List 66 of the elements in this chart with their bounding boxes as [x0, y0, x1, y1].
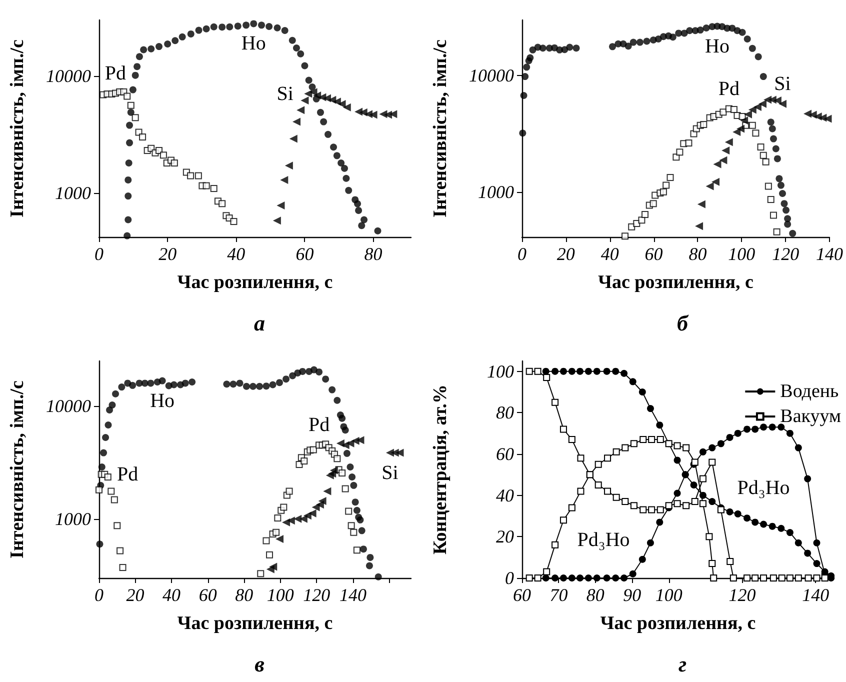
x-tick-label: 0: [94, 585, 104, 605]
series-label: Ho: [705, 35, 730, 58]
x-tick-label: 80: [235, 585, 254, 605]
y-tick-label: 100: [487, 361, 514, 382]
x-tick-label: 80: [586, 585, 604, 605]
x-tick-label: 70: [550, 585, 568, 605]
series-label: Ho: [150, 390, 175, 412]
y-tick-label: 1000: [478, 182, 514, 202]
y-tick-label: 80: [496, 402, 514, 423]
annotation: Pd₃Ho: [577, 529, 630, 551]
series-label: Si: [276, 82, 294, 105]
series-label: Pd: [104, 62, 126, 84]
x-tick-label: 140: [339, 585, 366, 605]
x-tick-label: 40: [227, 244, 246, 264]
y-tick-label: 20: [496, 526, 514, 547]
series-label: Pd: [718, 78, 740, 100]
y-tick-label: 10000: [469, 66, 514, 86]
text: г: [678, 652, 687, 676]
series-label: Ho: [241, 32, 266, 55]
x-tick-label: 100: [655, 585, 682, 605]
x-tick-label: 60: [644, 244, 663, 264]
series-label: Pd: [308, 414, 330, 436]
y-axis-title: Інтенсивність, імп./с: [430, 40, 451, 218]
x-tick-label: 120: [728, 585, 756, 605]
series-label: Pd: [117, 463, 138, 486]
series-label: Si: [382, 462, 399, 484]
y-tick-label: 1000: [55, 508, 91, 529]
x-tick-label: 0: [94, 244, 104, 264]
x-tick-label: 140: [802, 585, 830, 605]
y-tick-label: 60: [496, 444, 514, 464]
series-label: Si: [774, 72, 792, 95]
y-tick-label: 10000: [46, 396, 91, 416]
x-tick-label: 40: [162, 585, 181, 605]
y-tick-label: 1000: [55, 182, 91, 203]
x-tick-label: 20: [556, 244, 575, 264]
x-tick-label: 80: [688, 244, 707, 264]
x-tick-label: 120: [772, 244, 800, 264]
legend-label: Водень: [780, 381, 840, 402]
x-tick-label: 120: [303, 585, 330, 605]
x-tick-label: 140: [816, 244, 843, 264]
text: б: [677, 310, 690, 336]
x-tick-label: 20: [126, 585, 144, 605]
x-axis-title: Час розпилення, с: [177, 272, 333, 293]
x-tick-label: 60: [296, 244, 314, 264]
text: в: [254, 652, 265, 676]
text: a: [254, 310, 265, 336]
legend-label: Вакуум: [780, 406, 842, 427]
y-axis-title: Інтенсивність, імп./с: [7, 40, 28, 218]
x-tick-label: 60: [513, 585, 531, 605]
x-tick-label: 90: [623, 585, 642, 605]
y-axis-title: Концентрація, ат.%: [430, 384, 451, 554]
x-axis-title: Час розпилення, с: [600, 613, 756, 634]
x-tick-label: 60: [198, 585, 217, 605]
y-tick-label: 0: [505, 568, 514, 588]
annotation: Pd₃Ho: [737, 477, 790, 499]
x-tick-label: 0: [518, 244, 526, 264]
x-axis-title: Час розпилення, с: [177, 613, 333, 634]
y-axis-title: Інтенсивність, імп./с: [7, 380, 28, 558]
x-tick-label: 40: [600, 244, 619, 264]
y-tick-label: 40: [496, 485, 514, 506]
x-axis-title: Час розпилення, с: [598, 272, 754, 293]
x-tick-label: 20: [158, 244, 177, 264]
y-tick-label: 10000: [46, 66, 91, 86]
x-tick-label: 80: [364, 244, 382, 264]
x-tick-label: 100: [266, 585, 294, 605]
x-tick-label: 100: [728, 244, 756, 264]
